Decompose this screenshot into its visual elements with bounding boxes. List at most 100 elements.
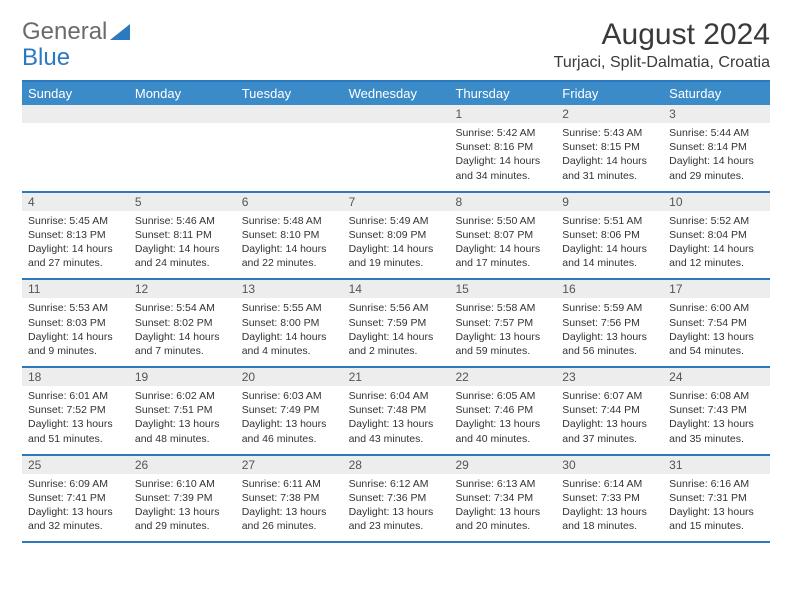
day-number: 19 [129,368,236,386]
sunset-text: Sunset: 8:10 PM [242,228,337,242]
details-row: Sunrise: 6:01 AMSunset: 7:52 PMDaylight:… [22,386,770,454]
day-details: Sunrise: 5:44 AMSunset: 8:14 PMDaylight:… [663,123,770,191]
day-number: 28 [343,456,450,474]
sunset-text: Sunset: 7:33 PM [562,491,657,505]
day-header-sunday: Sunday [22,82,129,105]
sunset-text: Sunset: 8:15 PM [562,140,657,154]
day-number: 21 [343,368,450,386]
day-number: 4 [22,193,129,211]
daylight-text: Daylight: 14 hours and 17 minutes. [455,242,550,270]
logo-text-blue: Blue [22,44,70,72]
day-details: Sunrise: 6:08 AMSunset: 7:43 PMDaylight:… [663,386,770,454]
sunrise-text: Sunrise: 6:02 AM [135,389,230,403]
sunset-text: Sunset: 7:31 PM [669,491,764,505]
details-row: Sunrise: 5:42 AMSunset: 8:16 PMDaylight:… [22,123,770,191]
week-row: 25262728293031Sunrise: 6:09 AMSunset: 7:… [22,456,770,544]
day-number: 25 [22,456,129,474]
sunset-text: Sunset: 8:09 PM [349,228,444,242]
sunrise-text: Sunrise: 5:45 AM [28,214,123,228]
sunset-text: Sunset: 7:36 PM [349,491,444,505]
daylight-text: Daylight: 14 hours and 29 minutes. [669,154,764,182]
day-number: 8 [449,193,556,211]
sunrise-text: Sunrise: 5:49 AM [349,214,444,228]
day-details: Sunrise: 6:02 AMSunset: 7:51 PMDaylight:… [129,386,236,454]
day-details: Sunrise: 5:43 AMSunset: 8:15 PMDaylight:… [556,123,663,191]
day-details: Sunrise: 5:52 AMSunset: 8:04 PMDaylight:… [663,211,770,279]
daylight-text: Daylight: 13 hours and 32 minutes. [28,505,123,533]
header: General August 2024 Turjaci, Split-Dalma… [22,18,770,72]
day-number: 3 [663,105,770,123]
sunset-text: Sunset: 8:04 PM [669,228,764,242]
day-details: Sunrise: 6:00 AMSunset: 7:54 PMDaylight:… [663,298,770,366]
logo: General [22,18,132,46]
sunset-text: Sunset: 7:49 PM [242,403,337,417]
sunset-text: Sunset: 7:48 PM [349,403,444,417]
day-number: 16 [556,280,663,298]
day-number: 14 [343,280,450,298]
sunrise-text: Sunrise: 6:00 AM [669,301,764,315]
daylight-text: Daylight: 13 hours and 18 minutes. [562,505,657,533]
daylight-text: Daylight: 14 hours and 2 minutes. [349,330,444,358]
day-details: Sunrise: 6:04 AMSunset: 7:48 PMDaylight:… [343,386,450,454]
daynum-row: 123 [22,105,770,123]
day-details: Sunrise: 6:11 AMSunset: 7:38 PMDaylight:… [236,474,343,542]
sunset-text: Sunset: 8:02 PM [135,316,230,330]
sunset-text: Sunset: 7:39 PM [135,491,230,505]
sunrise-text: Sunrise: 5:56 AM [349,301,444,315]
day-details [22,123,129,191]
daylight-text: Daylight: 14 hours and 31 minutes. [562,154,657,182]
day-header-friday: Friday [556,82,663,105]
day-number: 5 [129,193,236,211]
sunrise-text: Sunrise: 6:08 AM [669,389,764,403]
sunset-text: Sunset: 7:51 PM [135,403,230,417]
sunset-text: Sunset: 8:07 PM [455,228,550,242]
sunset-text: Sunset: 8:16 PM [455,140,550,154]
sunset-text: Sunset: 8:11 PM [135,228,230,242]
day-details: Sunrise: 5:46 AMSunset: 8:11 PMDaylight:… [129,211,236,279]
day-details: Sunrise: 6:09 AMSunset: 7:41 PMDaylight:… [22,474,129,542]
logo-triangle-icon [110,24,130,40]
day-details: Sunrise: 5:45 AMSunset: 8:13 PMDaylight:… [22,211,129,279]
day-details: Sunrise: 5:53 AMSunset: 8:03 PMDaylight:… [22,298,129,366]
week-row: 123Sunrise: 5:42 AMSunset: 8:16 PMDaylig… [22,105,770,193]
sunrise-text: Sunrise: 6:10 AM [135,477,230,491]
sunrise-text: Sunrise: 6:03 AM [242,389,337,403]
day-number: 17 [663,280,770,298]
daylight-text: Daylight: 14 hours and 7 minutes. [135,330,230,358]
week-row: 18192021222324Sunrise: 6:01 AMSunset: 7:… [22,368,770,456]
daylight-text: Daylight: 13 hours and 46 minutes. [242,417,337,445]
day-details [129,123,236,191]
day-header-tuesday: Tuesday [236,82,343,105]
daylight-text: Daylight: 14 hours and 19 minutes. [349,242,444,270]
sunrise-text: Sunrise: 5:50 AM [455,214,550,228]
daynum-row: 25262728293031 [22,456,770,474]
details-row: Sunrise: 5:53 AMSunset: 8:03 PMDaylight:… [22,298,770,366]
sunset-text: Sunset: 8:03 PM [28,316,123,330]
sunset-text: Sunset: 7:44 PM [562,403,657,417]
daylight-text: Daylight: 13 hours and 56 minutes. [562,330,657,358]
day-details [236,123,343,191]
daylight-text: Daylight: 13 hours and 23 minutes. [349,505,444,533]
day-number: 24 [663,368,770,386]
day-number [236,105,343,123]
day-number: 6 [236,193,343,211]
sunset-text: Sunset: 7:41 PM [28,491,123,505]
sunrise-text: Sunrise: 6:09 AM [28,477,123,491]
daylight-text: Daylight: 14 hours and 22 minutes. [242,242,337,270]
sunrise-text: Sunrise: 6:07 AM [562,389,657,403]
day-number: 22 [449,368,556,386]
day-header-wednesday: Wednesday [343,82,450,105]
week-row: 45678910Sunrise: 5:45 AMSunset: 8:13 PMD… [22,193,770,281]
details-row: Sunrise: 5:45 AMSunset: 8:13 PMDaylight:… [22,211,770,279]
daylight-text: Daylight: 13 hours and 59 minutes. [455,330,550,358]
day-number: 1 [449,105,556,123]
sunrise-text: Sunrise: 5:43 AM [562,126,657,140]
daynum-row: 11121314151617 [22,280,770,298]
daylight-text: Daylight: 13 hours and 48 minutes. [135,417,230,445]
day-number: 7 [343,193,450,211]
sunrise-text: Sunrise: 6:01 AM [28,389,123,403]
location: Turjaci, Split-Dalmatia, Croatia [554,54,770,72]
details-row: Sunrise: 6:09 AMSunset: 7:41 PMDaylight:… [22,474,770,542]
day-details: Sunrise: 5:54 AMSunset: 8:02 PMDaylight:… [129,298,236,366]
day-details: Sunrise: 6:07 AMSunset: 7:44 PMDaylight:… [556,386,663,454]
